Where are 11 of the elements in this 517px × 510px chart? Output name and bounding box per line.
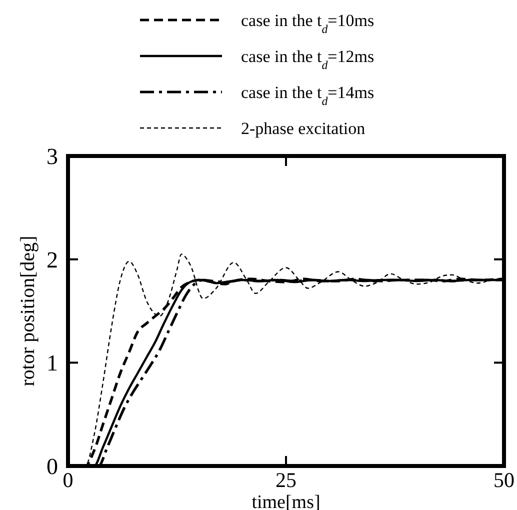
y-tick-label: 1 [46, 350, 58, 376]
legend-label: case in the t$_{d}$=10ms [241, 11, 374, 36]
legend-label: case in the t$_{d}$=12ms [241, 47, 374, 72]
y-axis-title: rotor position[deg] [17, 236, 39, 386]
legend-label: case in the t$_{d}$=14ms [241, 83, 374, 108]
y-tick-label: 3 [46, 144, 58, 169]
x-tick-label: 0 [62, 468, 74, 492]
x-tick-label: 25 [276, 468, 296, 492]
legend-label: 2-phase excitation [241, 119, 366, 138]
x-tick-label: 50 [494, 468, 514, 492]
y-tick-label: 2 [46, 247, 58, 272]
